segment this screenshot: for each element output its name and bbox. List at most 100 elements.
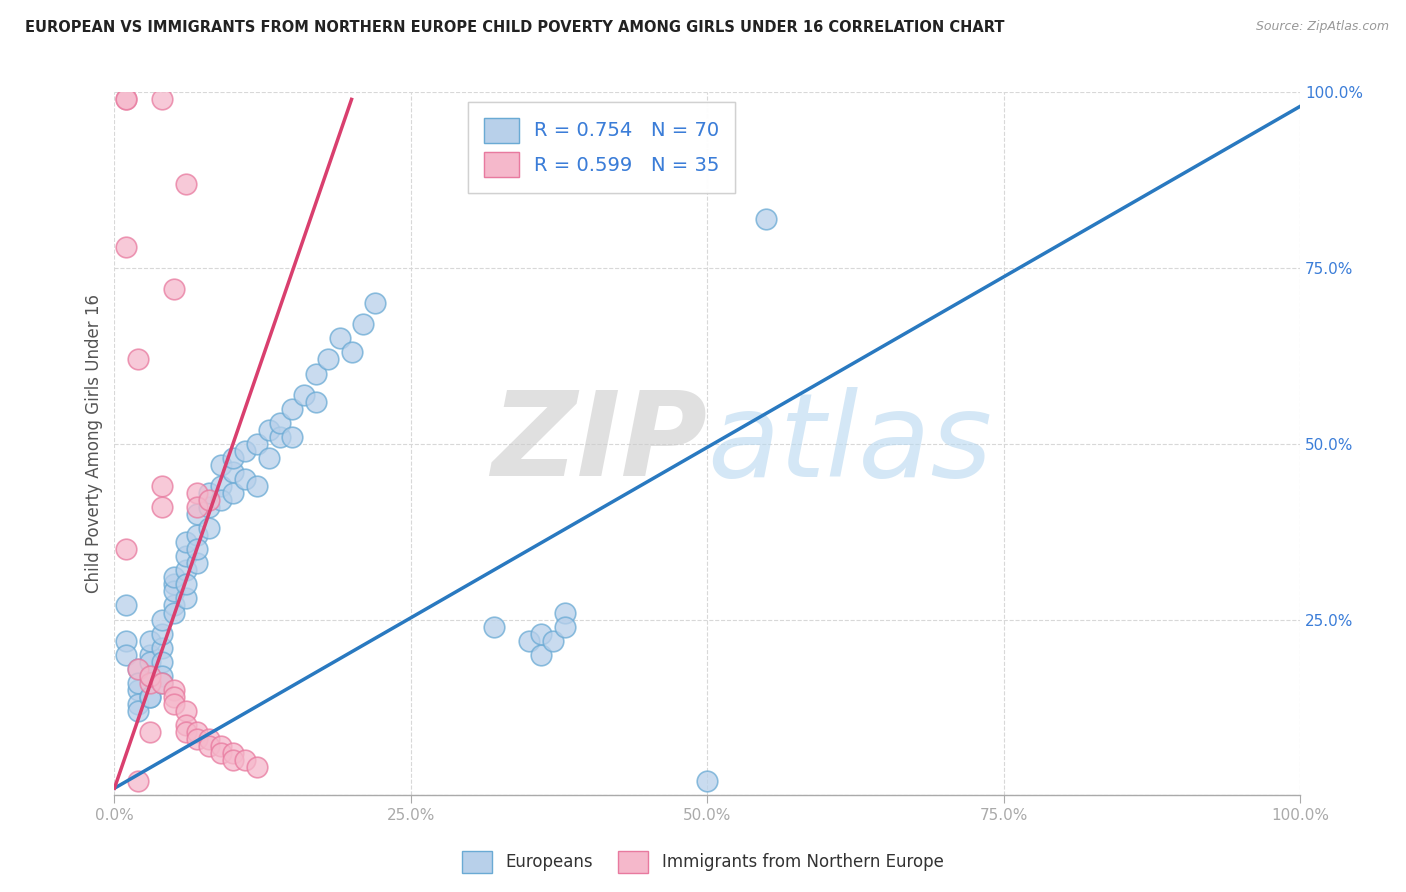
Point	[127, 662, 149, 676]
Point	[209, 493, 232, 508]
Point	[127, 774, 149, 789]
Point	[198, 500, 221, 514]
Y-axis label: Child Poverty Among Girls Under 16: Child Poverty Among Girls Under 16	[86, 294, 103, 593]
Point	[174, 725, 197, 739]
Point	[150, 675, 173, 690]
Point	[222, 450, 245, 465]
Point	[222, 486, 245, 500]
Point	[174, 704, 197, 718]
Point	[139, 669, 162, 683]
Point	[163, 584, 186, 599]
Point	[198, 486, 221, 500]
Point	[150, 613, 173, 627]
Point	[530, 626, 553, 640]
Point	[150, 500, 173, 514]
Point	[186, 500, 208, 514]
Legend: Europeans, Immigrants from Northern Europe: Europeans, Immigrants from Northern Euro…	[456, 845, 950, 880]
Point	[127, 352, 149, 367]
Point	[554, 606, 576, 620]
Point	[127, 697, 149, 711]
Point	[115, 648, 138, 662]
Point	[209, 458, 232, 472]
Point	[174, 591, 197, 606]
Point	[198, 732, 221, 747]
Point	[115, 633, 138, 648]
Point	[233, 443, 256, 458]
Point	[174, 577, 197, 591]
Point	[554, 619, 576, 633]
Point	[209, 746, 232, 760]
Point	[222, 753, 245, 767]
Point	[186, 725, 208, 739]
Point	[340, 345, 363, 359]
Point	[127, 662, 149, 676]
Point	[163, 606, 186, 620]
Point	[127, 682, 149, 697]
Point	[174, 535, 197, 549]
Point	[139, 690, 162, 704]
Point	[150, 655, 173, 669]
Point	[269, 430, 291, 444]
Point	[530, 648, 553, 662]
Point	[186, 732, 208, 747]
Point	[364, 296, 387, 310]
Point	[127, 675, 149, 690]
Point	[246, 760, 269, 774]
Point	[163, 697, 186, 711]
Point	[222, 746, 245, 760]
Point	[139, 633, 162, 648]
Text: ZIP: ZIP	[491, 386, 707, 501]
Point	[139, 669, 162, 683]
Point	[163, 599, 186, 613]
Point	[139, 675, 162, 690]
Point	[115, 92, 138, 106]
Point	[246, 437, 269, 451]
Point	[352, 318, 374, 332]
Point	[115, 240, 138, 254]
Point	[115, 542, 138, 557]
Point	[209, 479, 232, 493]
Point	[281, 430, 304, 444]
Point	[198, 521, 221, 535]
Point	[209, 739, 232, 753]
Point	[519, 633, 541, 648]
Point	[163, 690, 186, 704]
Text: Source: ZipAtlas.com: Source: ZipAtlas.com	[1256, 20, 1389, 33]
Point	[198, 493, 221, 508]
Point	[115, 599, 138, 613]
Point	[233, 472, 256, 486]
Point	[305, 394, 328, 409]
Point	[482, 619, 505, 633]
Point	[186, 528, 208, 542]
Point	[305, 367, 328, 381]
Point	[198, 739, 221, 753]
Text: atlas: atlas	[707, 387, 993, 500]
Legend: R = 0.754   N = 70, R = 0.599   N = 35: R = 0.754 N = 70, R = 0.599 N = 35	[468, 102, 735, 193]
Point	[222, 465, 245, 479]
Point	[150, 640, 173, 655]
Point	[150, 92, 173, 106]
Point	[329, 331, 352, 345]
Point	[281, 401, 304, 416]
Point	[163, 577, 186, 591]
Text: EUROPEAN VS IMMIGRANTS FROM NORTHERN EUROPE CHILD POVERTY AMONG GIRLS UNDER 16 C: EUROPEAN VS IMMIGRANTS FROM NORTHERN EUR…	[25, 20, 1005, 35]
Point	[696, 774, 718, 789]
Point	[292, 387, 315, 401]
Point	[139, 655, 162, 669]
Point	[163, 570, 186, 584]
Point	[127, 704, 149, 718]
Point	[316, 352, 339, 367]
Point	[186, 557, 208, 571]
Point	[115, 92, 138, 106]
Point	[150, 669, 173, 683]
Point	[150, 479, 173, 493]
Point	[186, 542, 208, 557]
Point	[246, 479, 269, 493]
Point	[139, 690, 162, 704]
Point	[150, 626, 173, 640]
Point	[233, 753, 256, 767]
Point	[174, 718, 197, 732]
Point	[257, 423, 280, 437]
Point	[541, 633, 564, 648]
Point	[163, 682, 186, 697]
